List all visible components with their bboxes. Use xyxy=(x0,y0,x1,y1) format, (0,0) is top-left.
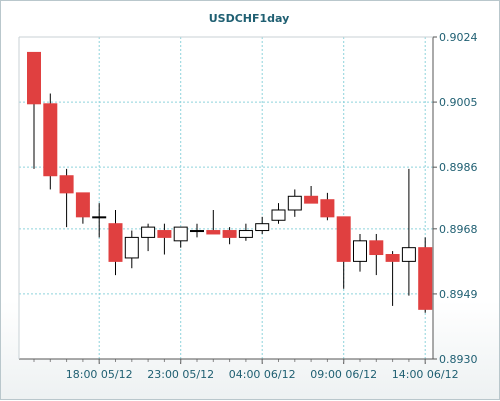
grid-lines xyxy=(19,37,433,359)
candle-body-down xyxy=(75,192,90,218)
y-tick-label: 0.8986 xyxy=(439,161,478,174)
candle-body-up xyxy=(124,236,139,259)
candle-body-down xyxy=(43,103,58,177)
x-tick-label: 18:00 05/12 xyxy=(66,368,133,381)
candle-body-up xyxy=(255,223,270,232)
candle-body-up xyxy=(92,216,107,219)
x-tick-label: 14:00 06/12 xyxy=(392,368,459,381)
candle-body-down xyxy=(336,216,351,262)
candle-body-up xyxy=(173,226,188,242)
x-tick-label: 23:00 05/12 xyxy=(147,368,214,381)
candle-body-down xyxy=(369,240,384,256)
candle-body-down xyxy=(157,230,172,238)
y-tick-label: 0.9005 xyxy=(439,96,478,109)
y-tick-label: 0.8949 xyxy=(439,288,478,301)
candle-body-down xyxy=(222,230,237,238)
chart-title: USDCHF1day xyxy=(209,12,290,25)
axes xyxy=(18,36,437,364)
candle-body-up xyxy=(271,209,286,221)
candle-body-down xyxy=(304,195,319,204)
candle-body-up xyxy=(238,230,253,238)
candle-body-up xyxy=(401,247,416,262)
candle-body-down xyxy=(418,247,433,310)
candle-body-down xyxy=(59,175,74,194)
tick-labels: 0.9024 0.9005 0.8986 0.8968 0.8949 0.8930 18:0… xyxy=(66,31,478,381)
candle-body-down xyxy=(27,51,41,105)
candle-body-down xyxy=(108,223,123,262)
x-tick-label: 09:00 06/12 xyxy=(310,368,377,381)
candle-body-up xyxy=(141,226,156,238)
y-tick-label: 0.8930 xyxy=(439,353,478,366)
candle-body-up xyxy=(190,230,204,233)
candle-body-down xyxy=(206,230,221,235)
x-tick-label: 04:00 06/12 xyxy=(229,368,296,381)
candle-body-down xyxy=(385,254,400,262)
candle-body-down xyxy=(320,199,335,218)
candle-body-up xyxy=(353,240,367,262)
candles xyxy=(27,51,433,313)
candle-body-up xyxy=(287,195,302,211)
y-tick-label: 0.9024 xyxy=(439,31,478,44)
y-tick-label: 0.8968 xyxy=(439,223,478,236)
